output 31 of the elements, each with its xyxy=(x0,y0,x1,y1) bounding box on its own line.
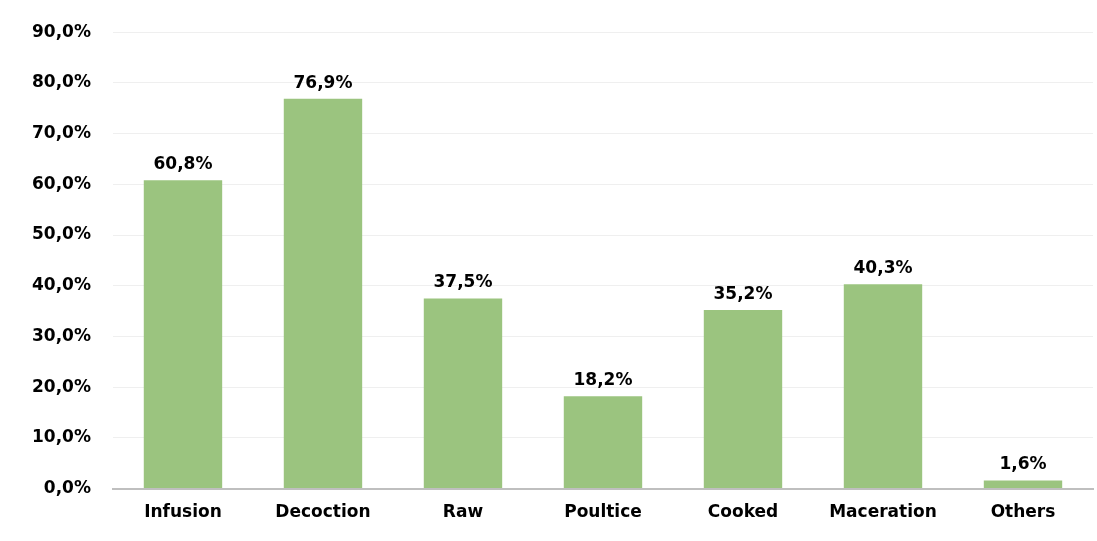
bar xyxy=(703,310,783,489)
x-tick-label: Cooked xyxy=(707,501,779,522)
bar xyxy=(843,284,923,489)
data-label: 1,6% xyxy=(999,453,1047,474)
bar xyxy=(143,180,223,489)
y-tick-label: 0,0% xyxy=(43,477,91,498)
y-tick-label: 30,0% xyxy=(31,324,91,345)
bar xyxy=(563,396,643,489)
y-tick-label: 50,0% xyxy=(31,223,91,244)
data-label: 37,5% xyxy=(433,271,493,292)
data-label: 18,2% xyxy=(573,369,633,390)
bar xyxy=(983,480,1063,489)
x-tick-label: Poultice xyxy=(564,501,642,522)
x-tick-label: Infusion xyxy=(144,501,222,522)
y-tick-label: 70,0% xyxy=(31,122,91,143)
bar xyxy=(283,98,363,489)
x-tick-label: Maceration xyxy=(829,501,937,522)
y-tick-label: 90,0% xyxy=(31,20,91,41)
x-tick-label: Decoction xyxy=(275,501,371,522)
y-tick-label: 60,0% xyxy=(31,172,91,193)
x-tick-label: Raw xyxy=(442,501,484,522)
x-tick-label: Others xyxy=(990,501,1056,522)
y-tick-label: 80,0% xyxy=(31,71,91,92)
data-label: 76,9% xyxy=(293,71,353,92)
y-tick-label: 20,0% xyxy=(31,375,91,396)
data-label: 40,3% xyxy=(853,257,913,278)
y-tick-label: 40,0% xyxy=(31,274,91,295)
data-label: 60,8% xyxy=(153,153,213,174)
bar xyxy=(423,298,503,489)
y-tick-label: 10,0% xyxy=(31,426,91,447)
data-label: 35,2% xyxy=(713,283,773,304)
